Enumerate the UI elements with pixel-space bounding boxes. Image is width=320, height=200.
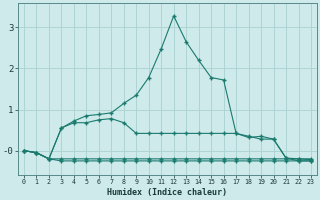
- X-axis label: Humidex (Indice chaleur): Humidex (Indice chaleur): [108, 188, 228, 197]
